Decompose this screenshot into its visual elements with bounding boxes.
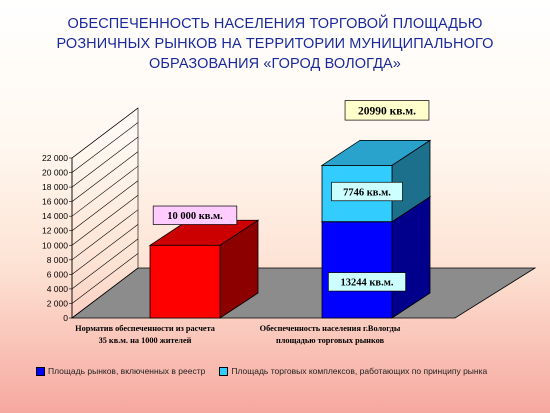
x-label-0-1: 35 кв.м. на 1000 жителей	[99, 336, 192, 345]
y-tick-label: 18 000	[42, 182, 68, 192]
y-tick-label: 0	[63, 313, 68, 323]
gridline	[71, 238, 139, 290]
gridline	[71, 136, 139, 188]
legend-swatch	[219, 366, 229, 376]
x-axis-labels: Норматив обеспеченности из расчета 35 кв.…	[75, 324, 401, 345]
bar-0-segment-0-top	[148, 219, 260, 246]
legend-swatch	[36, 366, 45, 376]
y-tick-label: 12 000	[42, 226, 68, 236]
gridline	[71, 224, 139, 275]
gridline	[71, 122, 139, 173]
bar-1-segment-0-front	[321, 221, 393, 319]
data-label-1-1-text: 7746 кв.м.	[343, 187, 391, 198]
data-label-1-1-box	[331, 181, 403, 202]
data-label-0-0: 10 000 кв.м.	[152, 205, 238, 225]
y-tick-label: 10 000	[42, 240, 68, 250]
gridline	[71, 253, 139, 304]
total-label-1-text: 20990 кв.м.	[358, 105, 416, 117]
gridlines	[71, 107, 139, 319]
gridline	[71, 107, 139, 159]
bar-0-segment-0-front	[149, 244, 221, 319]
y-axis: 0 2 000 4 000 6 000 8 000 10 000 12 000 14 000 1…	[42, 153, 73, 323]
y-tick-label: 8 000	[47, 255, 69, 265]
x-label-0-0: Норматив обеспеченности из расчета	[75, 324, 216, 333]
gridline	[71, 209, 139, 261]
gridline	[71, 180, 139, 231]
data-label-1-0-box	[328, 272, 407, 292]
legend-item-1: Площадь торговых комплексов, работающих …	[219, 366, 487, 376]
chart-floor	[70, 267, 537, 319]
legend-label: Площадь рынков, включенных в реестр	[48, 366, 206, 376]
y-tick-label: 4 000	[47, 284, 69, 294]
bars	[148, 139, 432, 319]
chart-title: ОБЕСПЕЧЕННОСТЬ НАСЕЛЕНИЯ ТОРГОВОЙ ПЛОЩАД…	[20, 14, 530, 74]
data-label-0-0-text: 10 000 кв.м.	[167, 211, 223, 222]
title-line-1: ОБЕСПЕЧЕННОСТЬ НАСЕЛЕНИЯ ТОРГОВОЙ ПЛОЩАД…	[67, 16, 483, 32]
y-tick-label: 16 000	[42, 197, 68, 207]
data-label-1-1: 7746 кв.м.	[331, 181, 403, 202]
legend-item-0: Площадь рынков, включенных в реестр	[36, 366, 205, 376]
data-labels: 10 000 кв.м. 13244 кв.м. 7746 кв.м. 20990 к…	[152, 100, 430, 292]
x-label-1-0: Обеспеченность населения г.Вологды	[260, 324, 401, 333]
legend-label: Площадь торговых комплексов, работающих …	[231, 366, 488, 376]
bar-1-segment-1	[320, 139, 432, 223]
total-label-1-box	[344, 100, 430, 121]
data-label-0-0-box	[152, 205, 238, 225]
y-tick-label: 6 000	[47, 269, 69, 279]
title-line-2: РОЗНИЧНЫХ РЫНКОВ НА ТЕРРИТОРИИ МУНИЦИПАЛ…	[56, 36, 494, 52]
y-tick-label: 14 000	[42, 211, 68, 221]
data-label-1-0: 13244 кв.м.	[328, 272, 407, 292]
y-tick-label: 2 000	[47, 298, 69, 308]
title-line-3: ОБРАЗОВАНИЯ «ГОРОД ВОЛОГДА»	[149, 56, 401, 72]
y-tick-label: 22 000	[42, 153, 68, 163]
x-label-1-1: площадью торговых рынков	[276, 336, 385, 345]
bar-0-segment-0	[148, 219, 260, 319]
y-tick-label: 20 000	[42, 168, 68, 178]
gridline	[71, 165, 139, 217]
gridline	[71, 195, 139, 246]
floor-plane	[70, 267, 537, 319]
bar-1-segment-1-top	[320, 139, 432, 166]
data-label-1-0-text: 13244 кв.м.	[341, 278, 394, 289]
gridline	[71, 151, 139, 202]
legend: Площадь рынков, включенных в реестр Площа…	[36, 366, 487, 376]
total-label-1: 20990 кв.м.	[344, 100, 430, 121]
